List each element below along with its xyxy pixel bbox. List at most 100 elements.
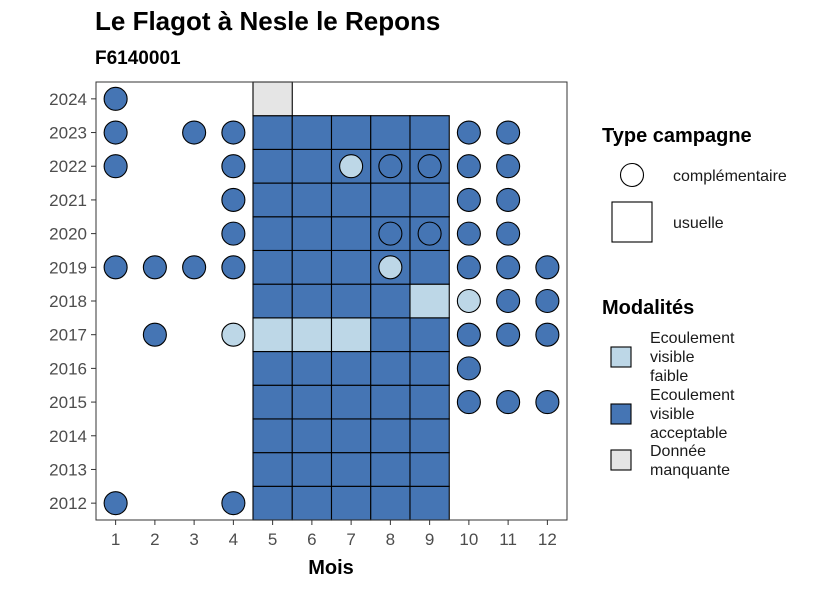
- data-square: [252, 182, 293, 218]
- data-circle: [221, 120, 246, 145]
- data-circle: [456, 154, 481, 179]
- data-circle: [103, 86, 128, 111]
- data-circle: [496, 154, 521, 179]
- data-square: [370, 418, 411, 454]
- data-circle: [496, 390, 521, 415]
- legend-fill-label-line: acceptable: [650, 425, 727, 442]
- y-tick-label: 2016: [49, 359, 87, 378]
- legend: Type campagne complémentaire usuelle Modali…: [602, 125, 787, 479]
- legend-shape-label: complémentaire: [673, 168, 787, 185]
- data-square: [252, 485, 293, 521]
- data-square: [370, 317, 411, 353]
- y-tick-label: 2015: [49, 393, 87, 412]
- x-tick-label: 8: [386, 530, 395, 549]
- y-tick-label: 2014: [49, 427, 87, 446]
- data-square: [330, 115, 372, 150]
- data-square: [330, 216, 372, 252]
- y-tick-label: 2012: [49, 494, 87, 513]
- legend-fill-label-line: Ecoulement: [650, 387, 735, 404]
- data-circle: [221, 255, 246, 280]
- legend-fill-label-line: Donnée: [650, 443, 706, 460]
- data-circle: [417, 154, 442, 179]
- data-square: [409, 485, 450, 521]
- legend-fill-label: Donnée manquante: [650, 443, 730, 479]
- data-circle: [378, 154, 403, 179]
- data-circle: [456, 322, 481, 347]
- data-circle: [417, 221, 442, 246]
- data-circle: [535, 255, 560, 280]
- legend-fill-label-line: faible: [650, 368, 688, 385]
- data-circle: [496, 288, 521, 314]
- data-square: [370, 452, 411, 487]
- y-tick-label: 2021: [49, 191, 87, 210]
- data-square: [291, 350, 333, 386]
- legend-fill-key: [610, 346, 632, 368]
- data-square: [330, 485, 372, 521]
- data-circle: [496, 255, 521, 280]
- x-tick-label: 6: [307, 530, 316, 549]
- x-tick-label: 1: [111, 530, 120, 549]
- legend-fill-label: Ecoulement visible acceptable: [650, 387, 735, 442]
- data-circle: [496, 221, 521, 246]
- data-square: [409, 384, 450, 420]
- data-square: [291, 418, 333, 454]
- data-circle: [456, 356, 481, 381]
- x-tick-label: 5: [268, 530, 277, 549]
- data-circle: [496, 120, 521, 145]
- data-square: [291, 317, 333, 353]
- data-circle: [535, 322, 560, 347]
- y-tick-label: 2018: [49, 292, 87, 311]
- data-square: [252, 115, 293, 150]
- data-circle: [221, 221, 246, 246]
- y-tick-label: 2013: [49, 460, 87, 479]
- chart-subtitle: F6140001: [95, 48, 181, 69]
- legend-circle-key: [619, 162, 645, 188]
- data-square: [252, 283, 293, 319]
- data-square: [409, 182, 450, 218]
- legend-fill-title: Modalités: [602, 297, 694, 319]
- data-square: [291, 452, 333, 487]
- legend-fill-key: [610, 403, 632, 425]
- data-square: [409, 452, 450, 487]
- y-tick-label: 2017: [49, 326, 87, 345]
- data-circle: [103, 491, 128, 516]
- x-tick-label: 11: [499, 530, 517, 549]
- data-square: [252, 148, 293, 184]
- data-circle: [221, 187, 246, 212]
- data-square: [330, 182, 372, 218]
- legend-fill-label: Ecoulement visible faible: [650, 330, 735, 385]
- x-tick-label: 3: [189, 530, 198, 549]
- data-square: [370, 350, 411, 386]
- data-square: [252, 81, 293, 117]
- data-circle: [496, 187, 521, 212]
- data-circle: [182, 255, 207, 280]
- y-tick-label: 2023: [49, 124, 87, 143]
- y-tick-label: 2020: [49, 225, 87, 244]
- data-circle: [142, 322, 167, 347]
- data-square: [370, 384, 411, 420]
- data-circle: [456, 390, 481, 415]
- data-square: [409, 317, 450, 353]
- data-square: [291, 182, 333, 218]
- data-circle: [456, 221, 481, 246]
- data-circle: [103, 255, 128, 280]
- y-tick-label: 2024: [49, 90, 87, 109]
- data-square: [252, 249, 293, 285]
- legend-square-key: [611, 201, 653, 243]
- data-square: [291, 283, 333, 319]
- data-circle: [496, 322, 521, 347]
- data-square: [291, 115, 333, 150]
- data-square: [409, 418, 450, 454]
- data-square: [370, 283, 411, 319]
- data-circle: [456, 288, 481, 314]
- data-square: [330, 249, 372, 285]
- data-circle: [456, 187, 481, 212]
- data-circle: [103, 154, 128, 179]
- data-square: [291, 249, 333, 285]
- x-tick-label: 10: [459, 530, 478, 549]
- data-square: [409, 115, 450, 150]
- data-square: [291, 148, 333, 184]
- legend-shape-label: usuelle: [673, 215, 724, 232]
- data-square: [330, 317, 372, 353]
- data-circle: [221, 491, 246, 516]
